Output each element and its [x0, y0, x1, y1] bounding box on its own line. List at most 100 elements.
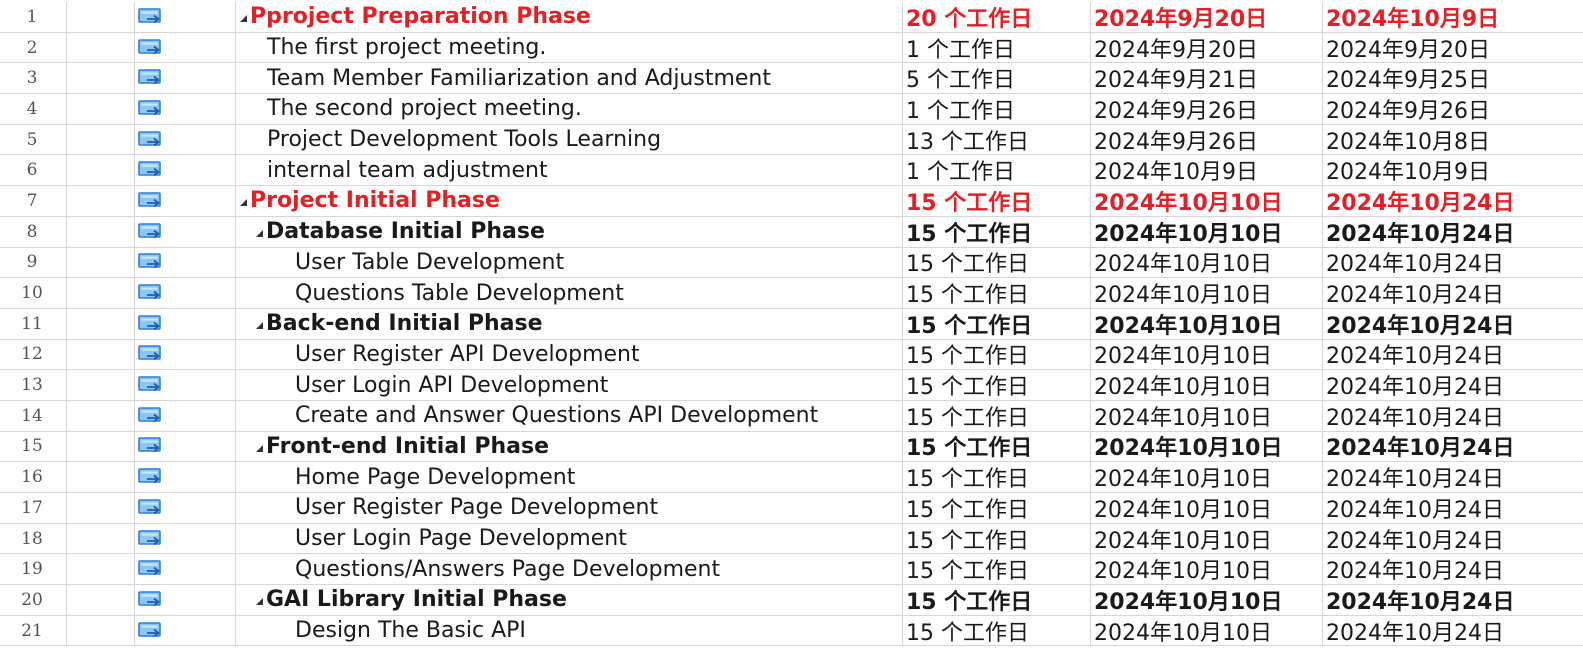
task-row[interactable]: 7 Project Initial Phase 15 个工作日 2024年10月10日… [0, 186, 1583, 217]
finish-date-cell[interactable]: 2024年10月24日 [1326, 221, 1515, 247]
duration-cell[interactable]: 15 个工作日 [903, 462, 1091, 492]
row-id[interactable]: 18 [0, 523, 67, 554]
finish-date-cell[interactable]: 2024年9月26日 [1326, 98, 1490, 124]
indicators-cell[interactable] [67, 124, 135, 155]
start-date-cell[interactable]: 2024年10月10日 [1091, 216, 1323, 247]
duration-cell[interactable]: 15 个工作日 [903, 554, 1091, 585]
finish-date-cell[interactable]: 2024年10月24日 [1326, 497, 1504, 523]
row-id[interactable]: 6 [0, 155, 67, 186]
duration-cell[interactable]: 15 个工作日 [903, 615, 1091, 646]
task-row[interactable]: 5 Project Development Tools Learning 13 个工… [0, 124, 1583, 156]
task-row[interactable]: 3 Team Member Familiarization and Adjustm… [0, 63, 1583, 95]
finish-date-cell[interactable]: 2024年10月24日 [1326, 559, 1504, 585]
row-id[interactable]: 14 [0, 400, 67, 431]
start-date-cell[interactable]: 2024年10月9日 [1091, 155, 1323, 186]
duration-cell[interactable]: 15 个工作日 [903, 400, 1091, 431]
start-date-cell[interactable]: 2024年9月20日 [1091, 2, 1323, 32]
start-date-cell[interactable]: 2024年10月10日 [1091, 186, 1323, 216]
task-row[interactable]: 11 Back-end Initial Phase 15 个工作日 2024年10月1… [0, 308, 1583, 340]
task-row[interactable]: 14 Create and Answer Questions API Develo… [0, 400, 1583, 432]
task-mode-cell[interactable] [135, 339, 236, 370]
task-name-cell[interactable]: Design The Basic API [236, 615, 903, 646]
task-mode-cell[interactable] [135, 585, 236, 615]
task-row[interactable]: 4 The second project meeting. 1 个工作日 2024年9… [0, 94, 1583, 125]
finish-date-cell[interactable]: 2024年9月25日 [1326, 68, 1490, 94]
task-name-cell[interactable]: Home Page Development [236, 462, 903, 492]
indicators-cell[interactable] [67, 186, 135, 216]
task-name-cell[interactable]: Database Initial Phase [236, 216, 903, 247]
task-mode-cell[interactable] [135, 493, 236, 523]
collapse-triangle-icon[interactable] [240, 199, 247, 207]
finish-date-cell[interactable]: 2024年10月24日 [1326, 405, 1504, 431]
task-mode-cell[interactable] [135, 523, 236, 554]
row-id[interactable]: 9 [0, 247, 67, 278]
finish-date-cell[interactable]: 2024年10月24日 [1326, 283, 1504, 308]
indicators-cell[interactable] [67, 370, 135, 400]
duration-cell[interactable]: 15 个工作日 [903, 339, 1091, 370]
finish-date-cell[interactable]: 2024年10月24日 [1326, 589, 1515, 615]
collapse-triangle-icon[interactable] [240, 15, 247, 23]
task-mode-cell[interactable] [135, 124, 236, 155]
indicators-cell[interactable] [67, 431, 135, 462]
start-date-cell[interactable]: 2024年9月26日 [1091, 94, 1323, 124]
finish-date-cell[interactable]: 2024年10月24日 [1326, 375, 1504, 400]
start-date-cell[interactable]: 2024年10月10日 [1091, 493, 1323, 523]
start-date-cell[interactable]: 2024年10月10日 [1091, 554, 1323, 585]
task-name-cell[interactable]: User Register API Development [236, 339, 903, 370]
task-mode-cell[interactable] [135, 216, 236, 247]
task-mode-cell[interactable] [135, 247, 236, 278]
task-mode-cell[interactable] [135, 2, 236, 32]
duration-cell[interactable]: 15 个工作日 [903, 278, 1091, 308]
duration-cell[interactable]: 13 个工作日 [903, 124, 1091, 155]
finish-date-cell[interactable]: 2024年10月24日 [1326, 252, 1504, 278]
finish-date-cell[interactable]: 2024年10月9日 [1326, 160, 1490, 186]
duration-cell[interactable]: 15 个工作日 [903, 585, 1091, 615]
duration-cell[interactable]: 15 个工作日 [903, 216, 1091, 247]
task-name-cell[interactable]: GAI Library Initial Phase [236, 585, 903, 615]
task-name-cell[interactable]: Team Member Familiarization and Adjustme… [236, 63, 903, 94]
task-name-cell[interactable]: The first project meeting. [236, 32, 903, 63]
row-id[interactable]: 15 [0, 431, 67, 462]
task-row[interactable]: 12 User Register API Development 15 个工作日 20… [0, 339, 1583, 371]
task-row[interactable]: 21 Design The Basic API 15 个工作日 2024年10月10日… [0, 615, 1583, 647]
finish-date-cell[interactable]: 2024年10月24日 [1326, 190, 1515, 216]
duration-cell[interactable]: 1 个工作日 [903, 32, 1091, 63]
task-name-cell[interactable]: The second project meeting. [236, 94, 903, 124]
task-name-cell[interactable]: Back-end Initial Phase [236, 308, 903, 339]
task-row[interactable]: 19 Questions/Answers Page Development 15 个… [0, 554, 1583, 586]
indicators-cell[interactable] [67, 493, 135, 523]
start-date-cell[interactable]: 2024年10月10日 [1091, 615, 1323, 646]
task-row[interactable]: 18 User Login Page Development 15 个工作日 2024… [0, 523, 1583, 555]
task-row[interactable]: 20 GAI Library Initial Phase 15 个工作日 2024年1… [0, 585, 1583, 616]
indicators-cell[interactable] [67, 339, 135, 370]
start-date-cell[interactable]: 2024年10月10日 [1091, 308, 1323, 339]
task-row[interactable]: 16 Home Page Development 15 个工作日 2024年10月10… [0, 462, 1583, 493]
row-id[interactable]: 2 [0, 32, 67, 63]
duration-cell[interactable]: 5 个工作日 [903, 63, 1091, 94]
start-date-cell[interactable]: 2024年10月10日 [1091, 370, 1323, 400]
start-date-cell[interactable]: 2024年10月10日 [1091, 462, 1323, 492]
task-row[interactable]: 9 User Table Development 15 个工作日 2024年10月10… [0, 247, 1583, 279]
indicators-cell[interactable] [67, 308, 135, 339]
task-name-cell[interactable]: Pproject Preparation Phase [236, 2, 903, 32]
start-date-cell[interactable]: 2024年10月10日 [1091, 523, 1323, 554]
duration-cell[interactable]: 15 个工作日 [903, 523, 1091, 554]
row-id[interactable]: 7 [0, 186, 67, 216]
task-name-cell[interactable]: Front-end Initial Phase [236, 431, 903, 462]
task-mode-cell[interactable] [135, 431, 236, 462]
task-mode-cell[interactable] [135, 278, 236, 308]
duration-cell[interactable]: 15 个工作日 [903, 247, 1091, 278]
row-id[interactable]: 5 [0, 124, 67, 155]
start-date-cell[interactable]: 2024年10月10日 [1091, 431, 1323, 462]
indicators-cell[interactable] [67, 63, 135, 94]
task-row[interactable]: 6 internal team adjustment 1 个工作日 2024年10月9… [0, 155, 1583, 187]
task-mode-cell[interactable] [135, 94, 236, 124]
row-id[interactable]: 10 [0, 278, 67, 308]
task-mode-cell[interactable] [135, 186, 236, 216]
task-name-cell[interactable]: Project Development Tools Learning [236, 124, 903, 155]
start-date-cell[interactable]: 2024年9月20日 [1091, 32, 1323, 63]
task-mode-cell[interactable] [135, 400, 236, 431]
indicators-cell[interactable] [67, 400, 135, 431]
indicators-cell[interactable] [67, 585, 135, 615]
row-id[interactable]: 4 [0, 94, 67, 124]
